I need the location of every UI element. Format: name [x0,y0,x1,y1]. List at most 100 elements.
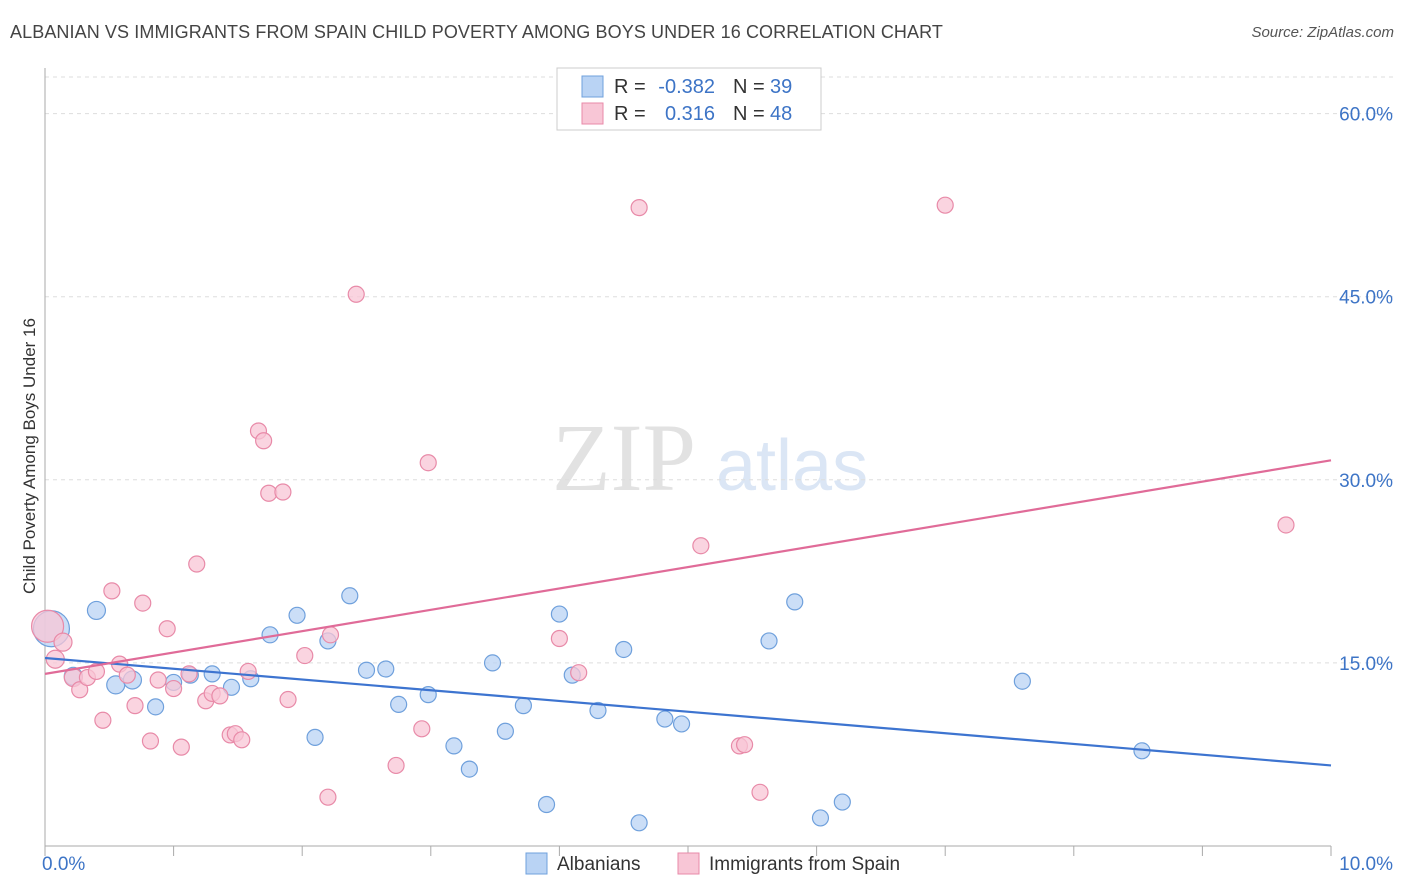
top-legend: R = -0.382 N = 39 R = 0.316 N = 48 [556,67,822,131]
albanians-point [656,710,674,728]
spain-point [188,555,206,573]
spain-point [103,582,121,600]
spain-point [387,756,405,775]
spain-point [239,662,257,681]
spain-point [255,432,273,450]
spain-point [321,626,340,644]
albanians-point [537,795,556,814]
albanians-point [496,722,514,740]
trend-lines [44,459,1332,767]
spain-point [735,736,754,754]
legend-r-value-spain: 0.316 [665,103,715,125]
albanians-series [32,587,1151,832]
albanians-point [86,600,107,621]
legend-n-value-spain: 48 [770,103,792,125]
albanians-point [1013,672,1031,690]
legend-swatch-albanians [581,75,604,98]
y-tick-label: 60.0% [1339,105,1393,126]
albanians-point [514,697,532,715]
legend-n-label-spain: N = [733,103,765,125]
albanians-point [390,695,408,714]
albanians-point [833,793,851,811]
bottom-legend-label-albanians: Albanians [557,854,640,875]
legend-n-label-albanians: N = [733,76,765,98]
albanians-point [483,654,502,672]
y-tick-label: 30.0% [1339,471,1393,492]
albanians-point [630,814,648,832]
spain-point [211,687,229,705]
spain-point [279,690,297,709]
spain-point [319,788,337,806]
spain-point [134,594,152,612]
spain-point [936,196,954,214]
albanians-point [786,593,804,611]
spain-point [233,731,251,749]
albanians-point [203,665,221,683]
watermark-atlas: atlas [716,426,868,506]
spain-point [570,664,588,682]
albanians-point [672,715,691,733]
legend-swatch-spain [581,102,604,125]
albanians-point [589,701,607,720]
x-tick-label-min: 0.0% [42,854,85,875]
albanians-point [288,606,306,624]
spain-point [118,666,136,684]
spain-point [413,720,431,738]
spain-point [149,671,167,689]
y-axis-title: Child Poverty Among Boys Under 16 [20,318,39,594]
spain-point [692,537,710,555]
albanians-point [550,605,569,623]
y-tick-label: 45.0% [1339,288,1393,309]
albanians-trend-line [44,656,1332,767]
legend-n-value-albanians: 39 [770,76,792,98]
spain-point [87,662,106,681]
watermark-zip: ZIP [552,404,696,511]
spain-point [751,783,769,801]
spain-point [141,732,160,750]
spain-point [419,454,437,472]
spain-point [274,483,292,501]
spain-point [71,681,89,699]
bottom-legend-swatch-albanians [525,852,548,875]
spain-point [347,285,365,303]
legend-r-label-albanians: R = [614,76,646,98]
legend-r-label-spain: R = [614,103,646,125]
spain-point [126,697,144,715]
gridlines [45,76,1393,664]
spain-trend-line [44,459,1332,675]
spain-point [296,646,314,665]
bottom-legend-swatch-spain [677,852,700,875]
spain-point [94,711,112,729]
y-tick-label: 15.0% [1339,654,1393,675]
albanians-point [357,661,376,679]
albanians-point [615,640,633,659]
albanians-point [460,760,478,778]
spain-point [172,738,190,756]
albanians-point [811,809,830,827]
spain-point [165,679,183,698]
spain-point [180,665,198,683]
y-tick-labels: 15.0% 30.0% 45.0% 60.0% [1339,105,1393,675]
spain-series [30,196,1295,806]
spain-point [550,629,569,648]
spain-point [30,609,65,643]
axes [44,68,1332,856]
spain-point [53,632,73,652]
bottom-legend-label-spain: Immigrants from Spain [709,854,900,875]
albanians-point [222,678,241,696]
spain-point [1277,516,1295,534]
x-tick-label-max: 10.0% [1339,854,1393,875]
bottom-legend: Albanians Immigrants from Spain [525,852,900,875]
chart-title: ALBANIAN VS IMMIGRANTS FROM SPAIN CHILD … [10,22,944,42]
albanians-point [341,587,359,605]
source-label: Source: ZipAtlas.com [1251,24,1394,41]
albanians-point [760,632,778,650]
albanians-point [146,698,165,716]
spain-point [158,620,176,638]
albanians-point [377,660,395,678]
legend-r-value-albanians: -0.382 [658,76,715,98]
albanians-point [306,728,324,746]
spain-point [630,199,648,217]
albanians-point [445,737,463,755]
